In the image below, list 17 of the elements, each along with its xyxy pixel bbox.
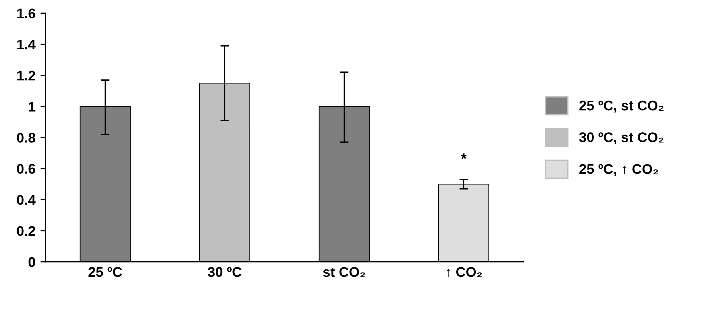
legend-label: 25 ºC, ↑ CO₂ [580,164,658,176]
y-tick-label: 0.6 [17,164,36,174]
x-tick-label: ↑ CO₂ [446,267,482,278]
y-tick-label: 1 [29,102,36,112]
y-tick-label: 0 [28,257,36,268]
y-tick-label: 1.4 [18,40,36,50]
y-tick-label: 0.2 [17,226,36,236]
x-tick-label: st CO₂ [323,267,366,278]
y-tick-label: 1.6 [18,8,36,19]
y-tick-label: 1.2 [18,70,36,81]
y-tick-label: 0.8 [17,133,36,143]
x-tick-label: 25 ºC [88,267,122,278]
x-tick-label: 30 ºC [208,267,242,278]
y-tick-label: 0.4 [17,195,36,206]
annotation: * [461,154,467,160]
legend-label: 30 ºC, st CO₂ [579,132,664,144]
legend-label: 25 ºC, st CO₂ [580,100,664,113]
